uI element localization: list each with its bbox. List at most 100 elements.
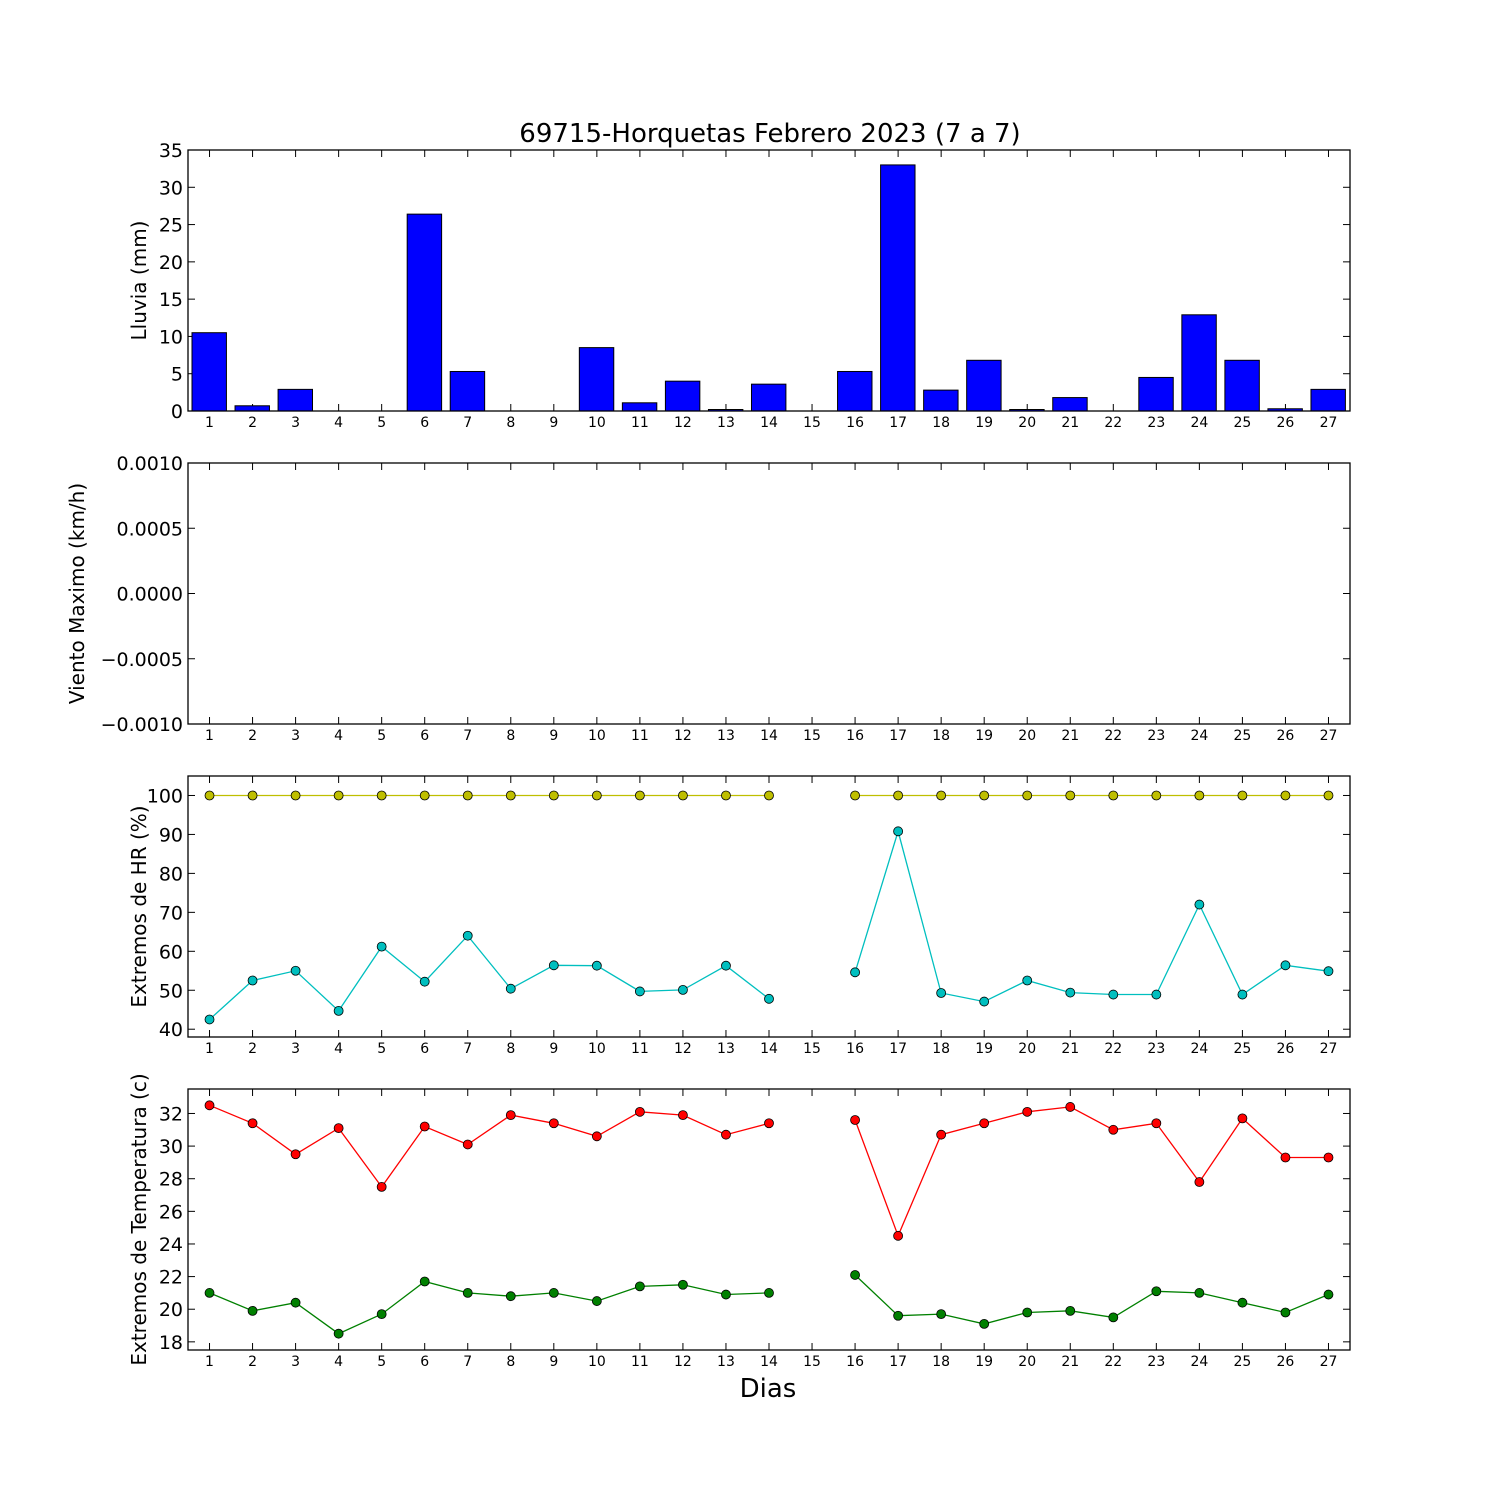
x-tick-label: 10	[588, 415, 606, 431]
x-tick-label: 16	[846, 415, 864, 431]
x-tick-label: 7	[463, 1354, 472, 1370]
data-point	[290, 790, 301, 801]
data-point	[979, 1319, 990, 1329]
x-tick-label: 14	[760, 415, 778, 431]
x-tick-label: 5	[377, 1041, 386, 1057]
y-tick-label: 32	[159, 1103, 183, 1125]
data-point	[764, 993, 774, 1004]
data-point	[505, 983, 516, 994]
data-point	[979, 996, 990, 1007]
data-point	[764, 1288, 774, 1298]
rain-bar	[837, 370, 873, 412]
y-tick-label: −0.0005	[101, 649, 183, 671]
y-tick-label: 20	[159, 252, 183, 274]
data-point	[634, 986, 645, 997]
x-tick-label: 1	[205, 415, 214, 431]
x-tick-label: 5	[377, 415, 386, 431]
x-tick-label: 23	[1147, 1354, 1165, 1370]
y-tick-label: 90	[159, 824, 183, 846]
x-tick-label: 4	[334, 1041, 343, 1057]
data-point	[1151, 790, 1162, 801]
data-point	[376, 1181, 387, 1192]
x-tick-label: 10	[588, 728, 606, 744]
x-tick-label: 5	[377, 728, 386, 744]
y-tick-label: 70	[159, 902, 183, 924]
data-point	[764, 1118, 774, 1129]
data-point	[1194, 1177, 1205, 1187]
data-point	[1280, 1152, 1291, 1163]
y-tick-label: 0	[171, 401, 183, 423]
rain-bar	[1310, 388, 1346, 412]
chart-title: 69715-Horquetas Febrero 2023 (7 a 7)	[519, 119, 1020, 149]
y-tick-label: 15	[159, 289, 183, 311]
x-tick-label: 27	[1320, 728, 1338, 744]
x-tick-label: 23	[1147, 415, 1165, 431]
y-tick-label: 40	[159, 1019, 183, 1041]
x-tick-label: 11	[631, 1041, 649, 1057]
series-line-2	[209, 828, 1329, 1020]
x-tick-label: 21	[1061, 1041, 1079, 1057]
x-tick-label: 12	[674, 1041, 692, 1057]
y-tick-label: 50	[159, 980, 183, 1002]
data-point	[1065, 790, 1076, 801]
data-point	[548, 790, 559, 801]
x-tick-label: 19	[975, 1354, 993, 1370]
data-point	[678, 1110, 688, 1120]
x-tick-label: 7	[463, 415, 472, 431]
data-point	[1194, 790, 1205, 801]
x-tick-label: 7	[463, 728, 472, 744]
data-point	[376, 790, 387, 801]
data-point	[204, 1100, 215, 1111]
data-point	[1022, 975, 1033, 986]
x-tick-label: 21	[1061, 728, 1079, 744]
data-point	[979, 790, 990, 801]
rain-bar	[923, 389, 959, 412]
x-tick-label: 27	[1320, 1354, 1338, 1370]
x-tick-label: 20	[1018, 728, 1036, 744]
y-tick-label: 0.0000	[117, 584, 183, 606]
data-point	[290, 965, 301, 976]
rain-bar	[277, 388, 314, 412]
data-point	[1280, 1307, 1291, 1318]
x-tick-label: 4	[334, 728, 343, 744]
data-point	[678, 1279, 688, 1290]
data-point	[678, 790, 688, 801]
data-point	[333, 1006, 344, 1016]
data-point	[290, 1149, 301, 1160]
rain-bar	[406, 213, 443, 412]
x-tick-label: 3	[291, 1041, 300, 1057]
y-axis-label: Lluvia (mm)	[127, 221, 151, 341]
x-tick-label: 16	[846, 1354, 864, 1370]
y-axis-label: Extremos de Temperatura (c)	[127, 1073, 151, 1365]
x-tick-label: 13	[717, 415, 735, 431]
x-tick-label: 8	[506, 1041, 515, 1057]
x-tick-label: 1	[205, 1041, 214, 1057]
y-tick-label: 28	[159, 1169, 183, 1191]
x-tick-label: 19	[975, 728, 993, 744]
data-point	[936, 1309, 947, 1320]
y-tick-label: 35	[159, 140, 183, 162]
data-point	[1151, 1118, 1162, 1129]
data-point	[204, 790, 215, 801]
y-tick-label: 22	[159, 1267, 183, 1289]
x-tick-label: 21	[1061, 1354, 1079, 1370]
data-point	[548, 960, 559, 971]
data-point	[591, 960, 602, 971]
x-tick-label: 9	[549, 728, 558, 744]
x-tick-label: 18	[932, 1041, 950, 1057]
x-tick-label: 11	[631, 415, 649, 431]
series-line-1	[209, 1104, 1329, 1238]
rain-bar	[621, 402, 658, 412]
x-tick-label: 17	[889, 415, 907, 431]
data-point	[1022, 1106, 1033, 1117]
data-point	[1022, 790, 1033, 801]
x-tick-label: 14	[760, 728, 778, 744]
data-point	[893, 1310, 904, 1321]
x-tick-label: 9	[549, 415, 558, 431]
y-tick-label: 25	[159, 215, 183, 237]
data-point	[893, 1230, 904, 1241]
data-point	[376, 1309, 387, 1320]
data-point	[247, 975, 258, 986]
data-point	[1065, 1102, 1076, 1112]
